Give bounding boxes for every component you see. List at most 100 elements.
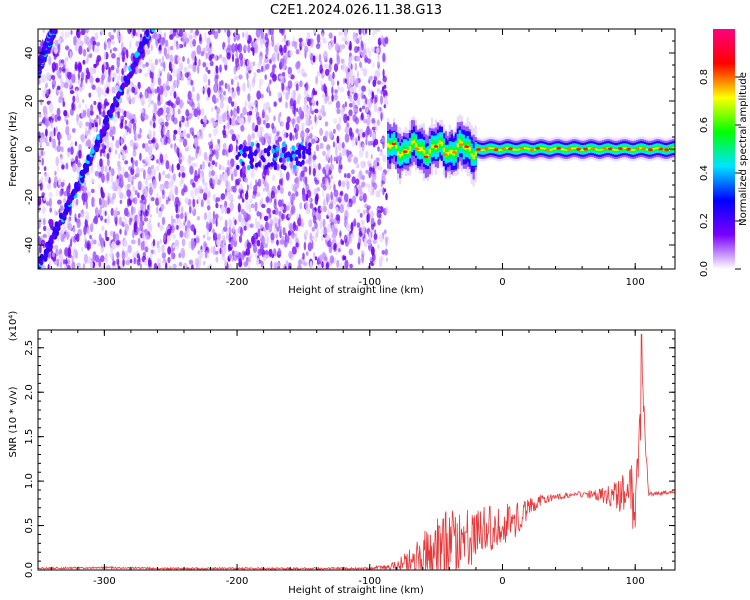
noise-speck (339, 194, 343, 199)
noise-speck (186, 266, 190, 269)
noise-speck (42, 29, 45, 33)
noise-speck (317, 112, 322, 120)
noise-speck (357, 208, 361, 214)
noise-speck (88, 53, 93, 59)
noise-speck (338, 179, 342, 187)
noise-speck (69, 50, 72, 61)
noise-speck (212, 216, 216, 225)
noise-speck (179, 101, 185, 106)
blob-point (254, 162, 259, 168)
noise-speck (141, 63, 146, 69)
noise-speck (188, 240, 192, 249)
noise-speck (303, 104, 308, 112)
noise-speck (275, 139, 280, 145)
noise-speck (149, 213, 153, 218)
noise-speck (324, 130, 329, 138)
noise-speck (70, 157, 75, 162)
noise-speck (346, 202, 352, 208)
noise-speck (289, 194, 292, 201)
signal-cell (456, 143, 459, 148)
noise-speck (333, 184, 336, 192)
noise-speck (207, 190, 211, 199)
noise-speck (56, 166, 59, 172)
noise-speck (60, 146, 64, 153)
noise-speck (318, 53, 322, 63)
noise-speck (93, 239, 97, 245)
noise-speck (173, 39, 177, 47)
noise-speck (215, 65, 219, 74)
noise-speck (172, 234, 176, 240)
noise-speck (227, 119, 230, 130)
noise-speck (70, 30, 73, 35)
noise-speck (235, 51, 239, 58)
noise-speck (197, 64, 200, 74)
noise-speck (41, 74, 46, 84)
noise-speck (377, 60, 380, 66)
noise-speck (255, 29, 261, 38)
noise-speck (311, 98, 315, 104)
noise-speck (354, 136, 358, 143)
noise-speck (43, 225, 47, 232)
noise-speck (343, 173, 347, 178)
noise-speck (78, 149, 82, 159)
noise-speck (115, 139, 120, 149)
noise-speck (284, 238, 288, 248)
noise-speck (305, 91, 309, 96)
noise-speck (48, 102, 54, 113)
noise-speck (98, 116, 101, 126)
signal-cell (645, 148, 648, 151)
noise-speck (372, 30, 375, 37)
noise-speck (280, 121, 285, 127)
noise-speck (342, 77, 346, 84)
noise-speck (95, 207, 99, 218)
noise-speck (207, 30, 213, 35)
track-point (58, 212, 64, 220)
noise-speck (377, 166, 383, 171)
noise-speck (337, 141, 343, 152)
noise-speck (137, 81, 141, 90)
noise-speck (100, 189, 105, 199)
noise-speck (215, 202, 219, 209)
noise-speck (352, 195, 356, 204)
noise-speck (371, 131, 376, 141)
noise-speck (143, 163, 146, 168)
noise-speck (361, 85, 366, 92)
noise-speck (228, 233, 232, 243)
y-tick-label: 2.0 (24, 384, 35, 400)
noise-speck (101, 74, 104, 85)
noise-speck (235, 43, 238, 53)
noise-speck (87, 256, 92, 265)
noise-speck (213, 30, 219, 40)
noise-speck (40, 175, 43, 183)
noise-speck (77, 162, 82, 168)
noise-speck (108, 169, 112, 177)
noise-speck (119, 199, 123, 204)
noise-speck (302, 72, 308, 78)
noise-speck (384, 229, 387, 235)
signal-cell (629, 148, 633, 151)
noise-speck (158, 196, 162, 203)
noise-speck (261, 203, 266, 209)
noise-speck (193, 175, 199, 182)
noise-speck (89, 234, 92, 240)
noise-speck (365, 150, 369, 159)
noise-speck (288, 238, 293, 245)
noise-speck (262, 119, 266, 125)
noise-speck (78, 213, 81, 219)
noise-speck (92, 40, 97, 46)
noise-speck (128, 217, 132, 226)
noise-speck (294, 232, 298, 238)
y-tick-label: 0 (24, 146, 35, 152)
blob-point (307, 146, 312, 152)
noise-speck (186, 220, 191, 229)
noise-speck (44, 172, 50, 183)
noise-speck (172, 243, 176, 249)
y-tick-label: 1.0 (24, 473, 35, 489)
noise-speck (64, 57, 69, 62)
noise-speck (74, 64, 79, 72)
noise-speck (48, 260, 52, 267)
noise-speck (370, 154, 373, 160)
noise-speck (354, 78, 359, 88)
noise-speck (206, 199, 211, 206)
noise-speck (91, 196, 95, 205)
